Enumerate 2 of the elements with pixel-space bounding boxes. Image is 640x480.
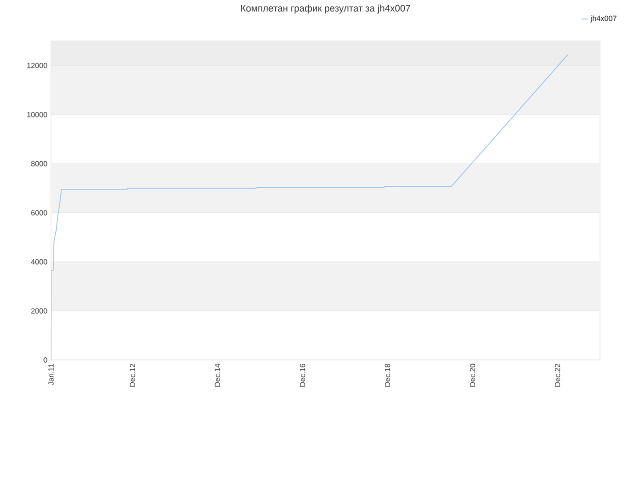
line-series (51, 54, 568, 360)
chart-title: Комплетан график резултат за jh4x007 (241, 4, 410, 14)
